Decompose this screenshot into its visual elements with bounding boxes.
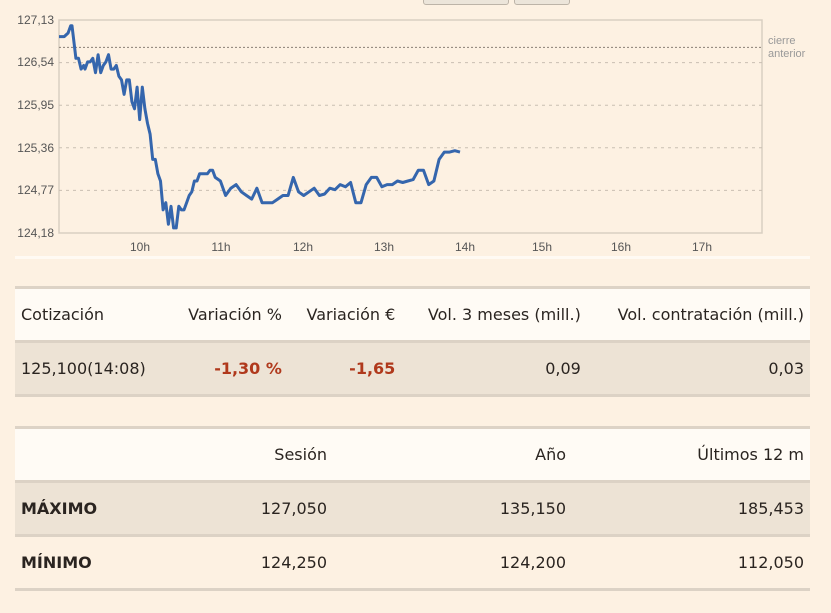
cotizacion-value: 125,100(14:08) <box>15 340 169 397</box>
range-table-header: Sesión Año Últimos 12 m <box>15 427 810 482</box>
range-row-maximo: MÁXIMO 127,050 135,150 185,453 <box>15 480 810 536</box>
vol-contratacion-value: 0,03 <box>586 340 810 397</box>
header-variacion-pct: Variación % <box>168 287 288 342</box>
range-table: Sesión Año Últimos 12 m MÁXIMO 127,050 1… <box>15 426 810 591</box>
range-row-minimo: MÍNIMO 124,250 124,200 112,050 <box>15 534 810 591</box>
ano-value: 124,200 <box>333 534 572 591</box>
y-tick-label: 124,77 <box>17 183 54 197</box>
sesion-value: 127,050 <box>135 480 333 536</box>
variacion-eur-value: -1,65 <box>287 340 402 397</box>
x-tick-label: 11h <box>211 240 231 254</box>
x-tick-label: 10h <box>129 240 151 254</box>
x-tick-label: 16h <box>610 240 632 254</box>
quote-table-header: Cotización Variación % Variación € Vol. … <box>15 287 810 342</box>
header-ultimos-12m: Últimos 12 m <box>572 427 810 482</box>
header-variacion-eur: Variación € <box>287 287 402 342</box>
intraday-chart: 127,13 126,54 125,95 125,36 124,77 124,1… <box>0 0 831 260</box>
x-tick-label: 13h <box>373 240 395 254</box>
chart-range-button-1[interactable] <box>423 0 509 5</box>
chart-divider <box>15 256 810 259</box>
chart-range-button-2[interactable] <box>514 0 570 5</box>
x-tick-label: 15h <box>531 240 553 254</box>
header-vol-3-meses: Vol. 3 meses (mill.) <box>401 287 587 342</box>
quote-table: Cotización Variación % Variación € Vol. … <box>15 286 810 397</box>
y-tick-label: 125,95 <box>17 98 54 112</box>
y-tick-label: 126,54 <box>17 55 54 69</box>
ultimos-12m-value: 112,050 <box>572 534 810 591</box>
previous-close-label: cierre anterior <box>768 35 806 60</box>
x-tick-label: 12h <box>292 240 314 254</box>
header-empty <box>15 427 135 482</box>
sesion-value: 124,250 <box>135 534 333 591</box>
vol-3-meses-value: 0,09 <box>401 340 587 397</box>
quote-table-row: 125,100(14:08) -1,30 % -1,65 0,09 0,03 <box>15 340 810 397</box>
header-sesion: Sesión <box>135 427 333 482</box>
y-tick-label: 125,36 <box>17 141 54 155</box>
x-tick-label: 14h <box>454 240 476 254</box>
ano-value: 135,150 <box>333 480 572 536</box>
x-tick-label: 17h <box>691 240 713 254</box>
row-label: MÍNIMO <box>15 534 135 591</box>
variacion-pct-value: -1,30 % <box>168 340 288 397</box>
y-tick-label: 124,18 <box>17 226 54 240</box>
header-vol-contratacion: Vol. contratación (mill.) <box>586 287 810 342</box>
chart-plot <box>58 19 763 234</box>
header-ano: Año <box>333 427 572 482</box>
ultimos-12m-value: 185,453 <box>572 480 810 536</box>
y-tick-label: 127,13 <box>17 13 54 27</box>
header-cotizacion: Cotización <box>15 287 169 342</box>
row-label: MÁXIMO <box>15 480 135 536</box>
